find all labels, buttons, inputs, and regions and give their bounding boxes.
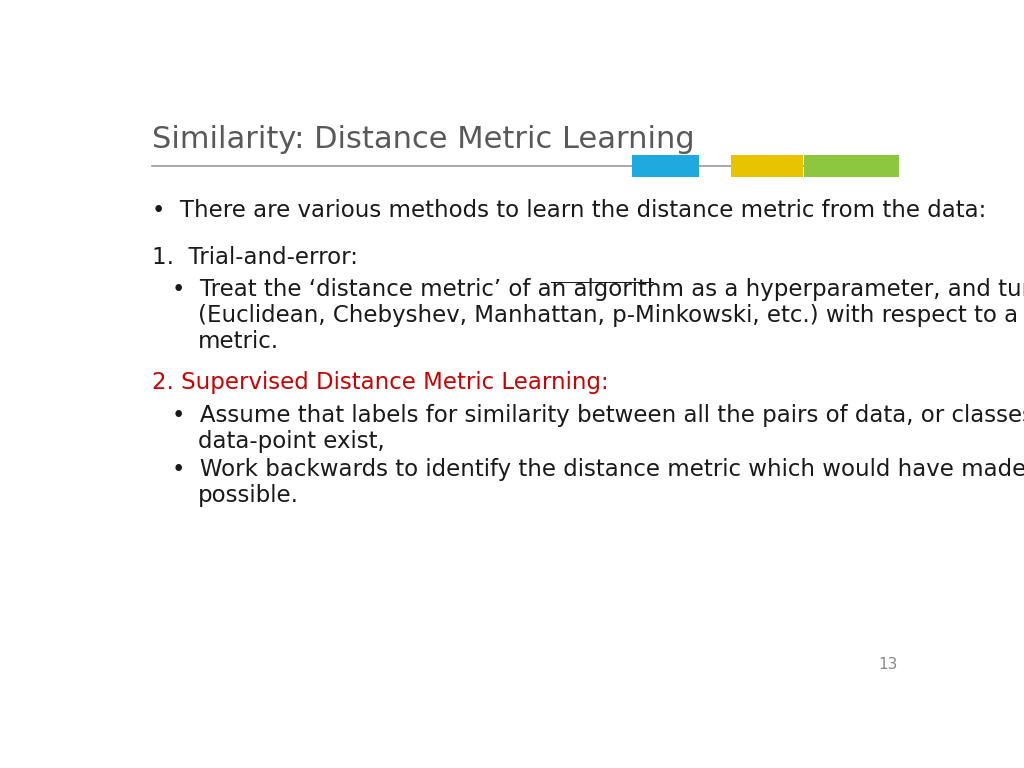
Bar (551, 282, 653, 283)
Text: possible.: possible. (198, 484, 299, 507)
Text: •  There are various methods to learn the distance metric from the data:: • There are various methods to learn the… (152, 199, 986, 222)
Text: metric.: metric. (198, 330, 279, 353)
Text: •  Treat the ‘distance metric’ of an algorithm as a hyperparameter, and tune it: • Treat the ‘distance metric’ of an algo… (172, 279, 1024, 301)
Text: 13: 13 (879, 657, 898, 672)
Text: (Euclidean, Chebyshev, Manhattan, p-Minkowski, etc.) with respect to a chosen: (Euclidean, Chebyshev, Manhattan, p-Mink… (198, 304, 1024, 327)
Text: •  Work backwards to identify the distance metric which would have made these la: • Work backwards to identify the distanc… (172, 458, 1024, 481)
Text: 1.  Trial-and-error:: 1. Trial-and-error: (152, 246, 357, 269)
Text: 2. Supervised Distance Metric Learning:: 2. Supervised Distance Metric Learning: (152, 371, 608, 394)
Text: data-point exist,: data-point exist, (198, 430, 385, 453)
Bar (804, 155, 899, 177)
Text: Similarity: Distance Metric Learning: Similarity: Distance Metric Learning (152, 124, 694, 154)
Bar (731, 155, 803, 177)
Text: •  Assume that labels for similarity between all the pairs of data, or classes f: • Assume that labels for similarity betw… (172, 404, 1024, 427)
Bar (632, 155, 699, 177)
